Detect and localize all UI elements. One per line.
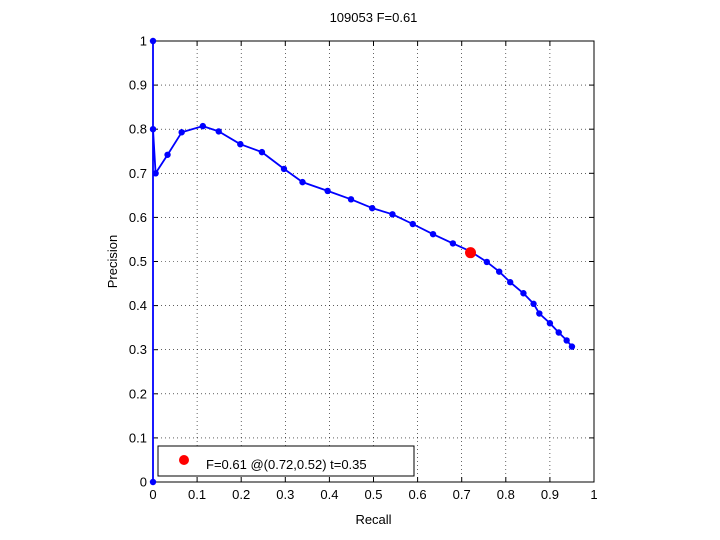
data-point <box>152 170 159 177</box>
x-tick-label: 0.6 <box>409 487 427 502</box>
data-point <box>149 126 157 133</box>
data-point <box>199 122 207 130</box>
y-tick-label: 0.3 <box>129 342 147 357</box>
data-point <box>546 320 554 327</box>
data-point <box>495 268 503 275</box>
data-point <box>507 279 514 286</box>
x-tick-label: 0.1 <box>188 487 206 502</box>
data-point <box>347 196 355 203</box>
legend-marker <box>179 455 189 465</box>
y-tick-label: 0.6 <box>129 210 147 225</box>
data-point <box>520 290 527 297</box>
data-point <box>258 148 266 156</box>
y-axis-label: Precision <box>105 235 120 288</box>
axis-ticks: 0 0.1 0.2 0.3 0.4 0.5 0.6 0.7 0.8 0.9 1 0 0.1 0.2 0.3 0… <box>129 34 598 503</box>
y-tick-label: 0.9 <box>129 78 147 93</box>
data-point <box>164 151 171 158</box>
data-point <box>483 258 491 266</box>
x-tick-label: 1 <box>590 487 597 502</box>
x-tick-label: 0.9 <box>541 487 559 502</box>
y-tick-label: 0.1 <box>129 430 147 445</box>
data-point <box>429 230 437 238</box>
data-point <box>149 37 157 45</box>
data-point <box>149 478 157 486</box>
data-point <box>449 240 457 247</box>
x-tick-label: 0 <box>149 487 156 502</box>
data-point <box>563 337 570 344</box>
data-point <box>280 165 288 173</box>
data-point <box>568 343 576 350</box>
chart-title: 109053 F=0.61 <box>330 10 418 25</box>
y-tick-label: 0.8 <box>129 122 147 137</box>
best-f-point <box>465 247 477 259</box>
legend-label: F=0.61 @(0.72,0.52) t=0.35 <box>206 457 367 472</box>
data-point <box>237 140 244 148</box>
y-tick-label: 1 <box>140 34 147 49</box>
legend: F=0.61 @(0.72,0.52) t=0.35 <box>157 445 415 477</box>
x-tick-label: 0.7 <box>453 487 471 502</box>
data-point <box>299 178 306 186</box>
y-tick-label: 0.7 <box>129 166 147 181</box>
x-tick-label: 0.4 <box>320 487 338 502</box>
y-tick-label: 0 <box>140 475 147 490</box>
data-point <box>536 310 543 317</box>
grid-lines <box>153 41 594 482</box>
data-point <box>530 300 537 308</box>
data-point <box>555 329 562 336</box>
data-point <box>368 204 376 212</box>
x-axis-label: Recall <box>355 512 391 527</box>
data-point <box>215 128 222 135</box>
series-layer <box>149 37 576 486</box>
legend-box <box>157 445 415 477</box>
x-tick-label: 0.3 <box>276 487 294 502</box>
best-point-layer <box>465 247 477 259</box>
data-point <box>389 211 396 218</box>
x-tick-label: 0.5 <box>364 487 382 502</box>
x-tick-label: 0.8 <box>497 487 515 502</box>
data-point <box>324 187 331 195</box>
data-point <box>178 129 185 136</box>
data-point <box>409 220 416 228</box>
x-tick-label: 0.2 <box>232 487 250 502</box>
y-tick-label: 0.2 <box>129 386 147 401</box>
y-tick-label: 0.5 <box>129 254 147 269</box>
y-tick-label: 0.4 <box>129 298 147 313</box>
